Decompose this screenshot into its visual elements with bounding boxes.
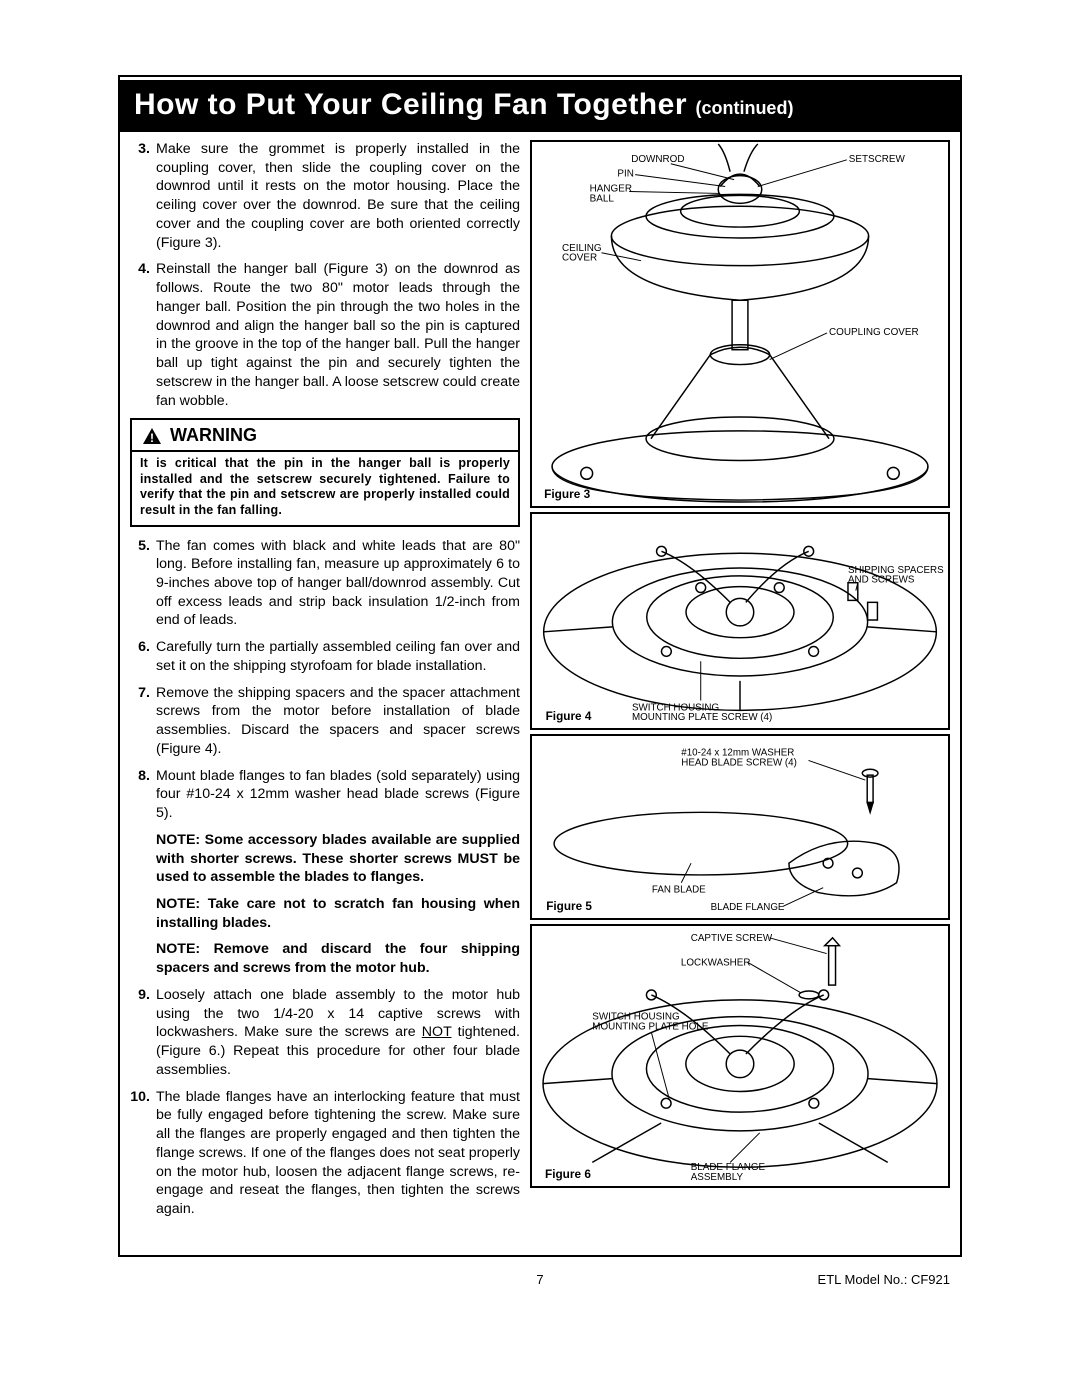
svg-text:SETSCREW: SETSCREW	[849, 154, 906, 165]
svg-text:Figure 6: Figure 6	[545, 1167, 591, 1181]
svg-text:BLADE FLANGEASSEMBLY: BLADE FLANGEASSEMBLY	[691, 1162, 766, 1183]
svg-text:CEILINGCOVER: CEILINGCOVER	[562, 243, 602, 264]
figure-column: DOWNROD PIN HANGERBALL SETSCREW CEILINGC…	[530, 140, 950, 1227]
figure-6: CAPTIVE SCREW LOCKWASHER SWITCH HOUSINGM…	[530, 924, 950, 1188]
figure-4: SHIPPING SPACERSAND SCREWS SWITCH HOUSIN…	[530, 512, 950, 730]
svg-text:BLADE FLANGE: BLADE FLANGE	[711, 902, 785, 913]
page-number: 7	[536, 1272, 543, 1287]
svg-text:PIN: PIN	[617, 169, 634, 180]
svg-text:SWITCH HOUSINGMOUNTING PLATE H: SWITCH HOUSINGMOUNTING PLATE HOLE	[592, 1012, 709, 1033]
svg-text:CAPTIVE SCREW: CAPTIVE SCREW	[691, 933, 773, 944]
svg-text:DOWNROD: DOWNROD	[631, 154, 684, 165]
page-footer: 7 ETL Model No.: CF921	[0, 1272, 1080, 1287]
svg-text:COUPLING COVER: COUPLING COVER	[829, 327, 919, 338]
svg-text:SWITCH HOUSINGMOUNTING PLATE S: SWITCH HOUSINGMOUNTING PLATE SCREW (4)	[632, 702, 772, 723]
svg-text:Figure 5: Figure 5	[546, 900, 592, 913]
svg-text:SHIPPING SPACERSAND SCREWS: SHIPPING SPACERSAND SCREWS	[848, 565, 944, 586]
svg-text:FAN BLADE: FAN BLADE	[652, 885, 706, 896]
model-number: ETL Model No.: CF921	[818, 1272, 950, 1287]
svg-text:LOCKWASHER: LOCKWASHER	[681, 957, 751, 968]
svg-text:Figure 4: Figure 4	[546, 710, 592, 723]
svg-text:#10-24 x 12mm WASHERHEAD BLADE: #10-24 x 12mm WASHERHEAD BLADE SCREW (4)	[681, 748, 797, 769]
svg-text:HANGERBALL: HANGERBALL	[590, 183, 632, 204]
figure-5: #10-24 x 12mm WASHERHEAD BLADE SCREW (4)…	[530, 734, 950, 920]
svg-text:Figure 3: Figure 3	[544, 487, 591, 501]
figure-3: DOWNROD PIN HANGERBALL SETSCREW CEILINGC…	[530, 140, 950, 508]
